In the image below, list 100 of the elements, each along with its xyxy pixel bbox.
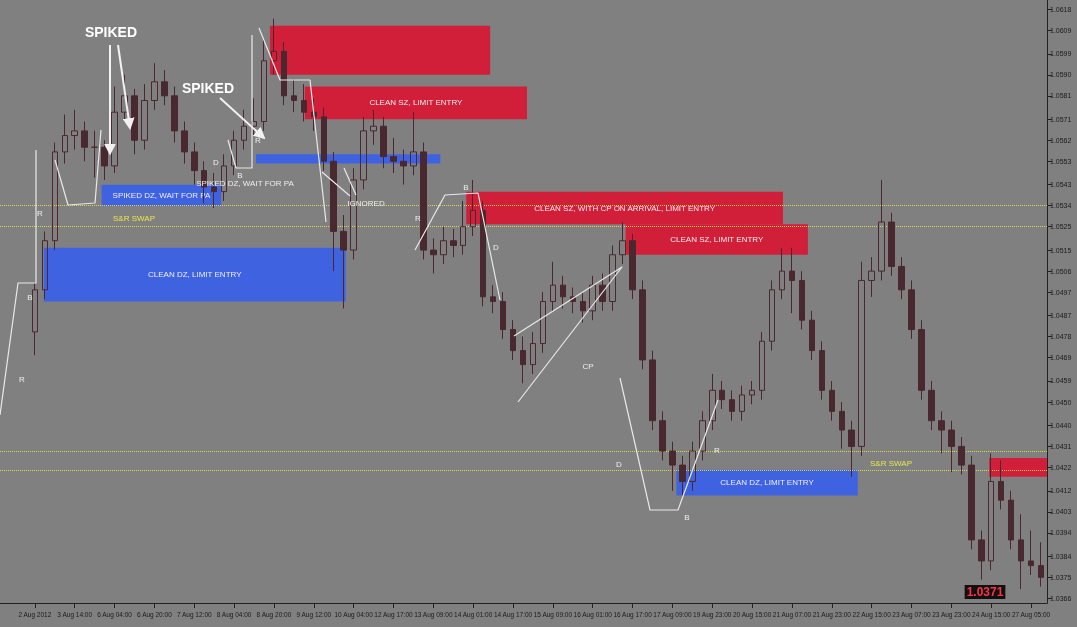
candlestick (958, 436, 965, 475)
band-label: CLEAN SZ, WITH CP ON ARRIVAL, LIMIT ENTRY (534, 203, 716, 213)
candlestick (161, 69, 168, 106)
annotation: B (684, 512, 690, 522)
candlestick (81, 121, 88, 162)
candlestick (111, 85, 118, 174)
candlestick (619, 221, 626, 265)
candlestick (749, 380, 755, 405)
candlestick (659, 410, 666, 461)
candlestick (380, 116, 387, 169)
candlestick (510, 319, 516, 361)
candlestick (370, 109, 377, 146)
candlestick (689, 441, 696, 492)
candlestick (131, 88, 138, 155)
candlestick (799, 270, 805, 331)
candlestick (480, 200, 486, 307)
candlestick (171, 85, 178, 144)
candlestick (151, 62, 158, 111)
candlestick (988, 452, 994, 571)
band-label: CLEAN DZ, LIMIT ENTRY (720, 478, 815, 488)
annotation: B (237, 170, 243, 180)
candlestick (52, 142, 58, 251)
candlestick (699, 410, 706, 461)
candlestick (938, 410, 945, 454)
candlestick (679, 455, 686, 496)
candlestick (101, 139, 108, 181)
candlestick (709, 373, 716, 431)
candlestick (410, 111, 417, 176)
candlestick (32, 282, 38, 356)
candlestick (829, 380, 835, 422)
candlestick (430, 237, 437, 274)
annotation: S&R SWAP (870, 458, 912, 468)
candlestick (251, 97, 257, 137)
candlestick (729, 389, 735, 422)
candlestick (669, 441, 676, 492)
annotation: R (714, 445, 721, 455)
candlestick (649, 350, 656, 431)
candlestick (261, 39, 267, 132)
candlestick (888, 212, 895, 277)
candlestick (321, 107, 327, 172)
annotation: D (213, 157, 220, 167)
candlestick (191, 142, 198, 186)
annotation: CP (582, 361, 594, 371)
candlestick (330, 151, 337, 272)
candlestick (1038, 541, 1044, 588)
candlestick (948, 420, 955, 473)
candlestick (470, 179, 476, 237)
candlestick (181, 121, 188, 165)
candlestick (739, 385, 745, 422)
annotation: B (463, 182, 469, 192)
annotation: B (27, 292, 33, 302)
candlestick (639, 279, 646, 370)
candlestick (1018, 513, 1024, 590)
candlestick (400, 149, 407, 186)
candlestick (520, 336, 526, 384)
annotation: 1.0371 (966, 585, 1004, 599)
band-label: CLEAN SZ, LIMIT ENTRY (670, 235, 764, 245)
candlestick (560, 275, 566, 310)
candlestick (759, 331, 765, 401)
candlestick (62, 114, 68, 165)
band-label: CLEAN DZ, LIMIT ENTRY (148, 270, 243, 280)
candlestick (340, 214, 347, 310)
candlestick (1028, 530, 1034, 576)
candlestick (42, 230, 48, 300)
candlestick (908, 279, 915, 340)
candlestick (500, 291, 506, 340)
candlestick (301, 83, 307, 123)
candlestick (231, 130, 237, 176)
candlestick (789, 247, 795, 314)
candlestick (779, 247, 785, 300)
candlestick (360, 116, 367, 190)
candlestick (998, 459, 1004, 511)
annotation: R (415, 213, 422, 223)
candlestick (580, 291, 586, 324)
candlestick (839, 401, 845, 450)
candlestick (589, 275, 596, 321)
candlestick (490, 284, 496, 314)
candlestick (271, 18, 277, 76)
candlestick (609, 244, 616, 312)
annotation: SPIKED (181, 80, 235, 96)
candlestick (440, 226, 447, 265)
annotation: SPIKED (84, 24, 138, 40)
band-label: CLEAN SZ, LIMIT ENTRY (369, 98, 464, 108)
annotation: D (616, 459, 623, 469)
candlestick (1008, 490, 1014, 550)
candlestick (71, 109, 78, 151)
candlestick (978, 530, 985, 581)
annotation: S&R SWAP (113, 213, 155, 223)
candlestick (928, 380, 935, 431)
candlestick (848, 420, 855, 478)
candlestick (809, 310, 815, 361)
candlestick (291, 78, 297, 113)
candlestick (918, 319, 925, 401)
candlestick (530, 331, 536, 375)
candlestick (858, 261, 865, 457)
candlestick (868, 256, 875, 298)
text: R (19, 374, 26, 384)
candlestick (390, 137, 397, 174)
candlestick (241, 109, 247, 151)
candlestick (878, 179, 885, 281)
